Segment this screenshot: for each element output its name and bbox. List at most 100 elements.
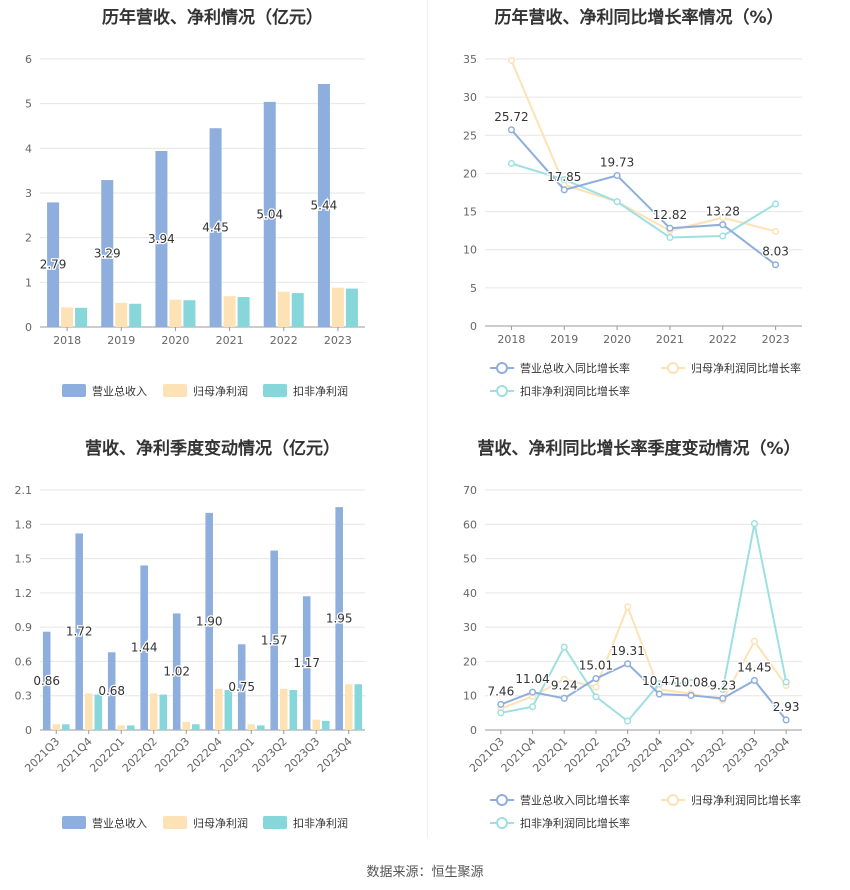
y-tick-label: 2: [25, 232, 32, 245]
data-label: 12.82: [653, 208, 687, 222]
y-tick-label: 10: [463, 690, 477, 703]
x-tick-label: 2019: [550, 333, 578, 346]
data-point: [666, 224, 674, 232]
data-label: 1.44: [131, 641, 158, 655]
data-point: [782, 716, 790, 724]
y-tick-label: 0: [470, 320, 477, 333]
data-label: 11.04: [515, 672, 549, 686]
data-point: [782, 678, 790, 686]
legend-label: 归母净利润: [193, 816, 248, 830]
bar-revenue: [270, 550, 278, 730]
data-label: 1.72: [66, 625, 93, 639]
x-tick-label: 2021: [656, 333, 684, 346]
chart-title: 历年营收、净利同比增长率情况（%）: [494, 8, 784, 28]
data-label: 19.31: [610, 644, 644, 658]
data-label: 1.90: [196, 614, 223, 628]
y-tick-label: 5: [470, 282, 477, 295]
y-tick-label: 1: [25, 276, 32, 289]
bar-net-profit: [149, 693, 158, 730]
y-tick-label: 70: [463, 484, 477, 497]
data-point: [529, 688, 537, 696]
bar-revenue: [205, 512, 213, 730]
source-name: 恒生聚源: [431, 865, 484, 880]
data-label: 7.46: [487, 684, 514, 698]
data-point: [507, 56, 515, 65]
data-label: 3.29: [94, 247, 121, 261]
y-tick-label: 60: [463, 518, 477, 531]
bar-revenue: [42, 631, 51, 730]
legend-swatch: [263, 384, 287, 397]
data-point: [719, 685, 727, 694]
data-point: [592, 693, 600, 701]
x-tick-label: 2022Q2: [120, 735, 160, 775]
bar-net-profit: [331, 287, 344, 327]
data-point: [750, 676, 759, 685]
legend-swatch: [163, 384, 187, 397]
data-point: [772, 227, 780, 235]
y-tick-label: 6: [25, 53, 32, 66]
bar-net-profit: [312, 719, 321, 730]
bar-deducted-profit: [289, 690, 298, 730]
x-tick-label: 2023Q2: [250, 735, 290, 775]
data-label: 9.23: [709, 678, 736, 692]
y-tick-label: 25: [463, 129, 477, 142]
data-point: [624, 603, 632, 611]
annual-growth-panel: 历年营收、净利同比增长率情况（%） 0 5 10 15 20 25 30 35 2018 2019…: [428, 0, 850, 415]
annual-amount-panel: 历年营收、净利情况（亿元） 0 1 2 3 4 5 6 2018 2019 2020 2021 202…: [0, 0, 425, 415]
y-tick-label: 0.6: [15, 655, 33, 668]
x-tick-label: 2022: [709, 333, 737, 346]
data-label: 9.24: [551, 678, 578, 692]
legend-marker: [496, 794, 508, 806]
data-point: [507, 159, 515, 168]
bar-net-profit: [169, 299, 182, 327]
x-tick-label: 2023Q4: [315, 735, 355, 775]
data-label: 14.45: [737, 660, 771, 674]
data-label: 0.75: [228, 680, 255, 694]
x-tick-label: 2022Q3: [152, 735, 192, 775]
quarterly-amount-panel: 营收、净利季度变动情况（亿元） 0 0.3 0.6 0.9 1.2 1.5 1.8 2.1 20…: [0, 425, 425, 845]
bar-revenue: [107, 652, 116, 730]
data-point: [560, 643, 568, 651]
x-tick-label: 2023: [324, 334, 352, 347]
data-label: 13.28: [706, 205, 740, 219]
bar-deducted-profit: [291, 293, 304, 327]
data-label: 15.01: [579, 659, 613, 673]
data-point: [613, 171, 621, 180]
bar-revenue: [263, 101, 276, 327]
y-tick-label: 5: [25, 98, 32, 111]
y-tick-label: 50: [463, 553, 477, 566]
bar-net-profit: [182, 722, 191, 730]
bar-revenue: [209, 128, 222, 327]
data-point: [592, 674, 600, 683]
legend-label: 营业总收入同比增长率: [520, 361, 630, 375]
legend-marker: [496, 362, 508, 374]
quarterly-amount-chart: 0 0.3 0.6 0.9 1.2 1.5 1.8 2.1 2021Q32021Q42022Q1…: [15, 484, 365, 830]
data-point: [666, 233, 674, 242]
bar-deducted-profit: [183, 300, 196, 327]
bar-net-profit: [277, 291, 290, 327]
data-label: 2.93: [773, 700, 800, 714]
y-tick-label: 0.3: [15, 690, 33, 703]
data-label: 0.68: [98, 684, 125, 698]
bar-net-profit: [247, 724, 256, 730]
data-label: 1.57: [261, 633, 288, 647]
bar-deducted-profit: [129, 303, 142, 327]
series-line: [500, 662, 787, 721]
chart-title: 营收、净利季度变动情况（亿元）: [85, 439, 340, 459]
bar-deducted-profit: [354, 684, 363, 730]
x-tick-label: 2021Q3: [22, 735, 62, 775]
bar-revenue: [172, 613, 181, 730]
bar-revenue: [302, 596, 311, 730]
chart-title: 营收、净利同比增长率季度变动情况（%）: [477, 439, 801, 459]
bar-net-profit: [52, 724, 61, 730]
data-point: [497, 709, 505, 717]
legend-label: 归母净利润: [193, 384, 248, 398]
data-point: [750, 637, 759, 645]
bar-net-profit: [84, 693, 93, 730]
y-tick-label: 10: [463, 244, 477, 257]
bar-deducted-profit: [257, 725, 265, 730]
data-label: 5.04: [256, 207, 283, 221]
series-line: [510, 129, 777, 266]
bar-deducted-profit: [159, 694, 168, 730]
data-point: [560, 175, 568, 184]
